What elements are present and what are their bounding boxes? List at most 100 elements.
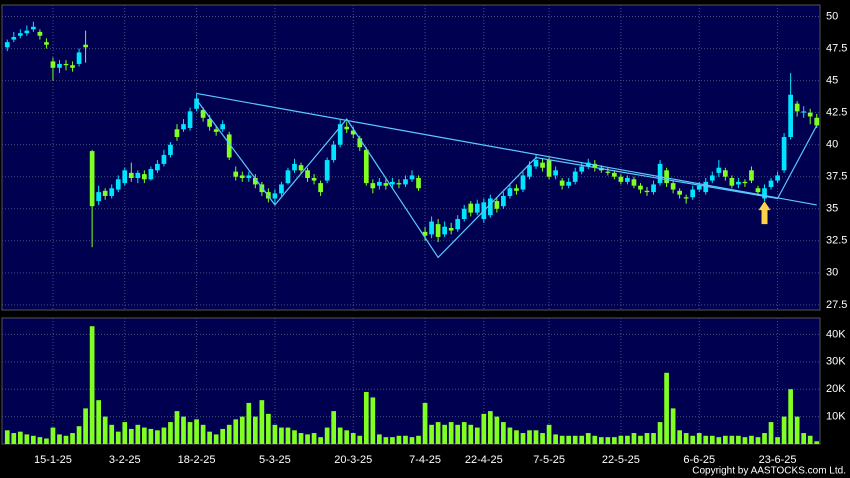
volume-bar <box>324 427 330 444</box>
volume-bar <box>494 416 500 444</box>
candle-body <box>396 183 402 185</box>
volume-bar <box>207 431 212 444</box>
volume-bar <box>89 326 95 444</box>
candle-body <box>96 192 102 202</box>
volume-bar <box>755 437 761 444</box>
candle-body <box>605 171 611 173</box>
y-tick-label: 30K <box>826 356 846 368</box>
candle-body <box>24 30 30 34</box>
volume-bar <box>801 433 807 444</box>
volume-bar <box>390 437 395 444</box>
candle-body <box>553 170 558 176</box>
candle-body <box>742 181 748 184</box>
trendline <box>196 92 817 206</box>
candle-body <box>664 170 669 184</box>
volume-bar <box>76 426 82 444</box>
volume-bar <box>461 422 467 444</box>
x-tick-label: 6-6-25 <box>683 454 715 466</box>
candle-body <box>494 201 500 209</box>
candle-body <box>788 94 793 137</box>
candle-body <box>690 189 696 198</box>
candle-body <box>775 175 780 181</box>
volume-bar <box>742 437 748 444</box>
candle-body <box>592 163 598 168</box>
candle-body <box>83 44 88 48</box>
candle-body <box>357 138 363 148</box>
volume-bar <box>305 434 310 444</box>
volume-bar <box>598 437 604 444</box>
candle-body <box>17 33 23 36</box>
candle-body <box>207 119 212 127</box>
volume-bar <box>155 430 160 444</box>
candle-body <box>429 221 434 235</box>
candle-body <box>644 190 650 193</box>
candle-body <box>768 180 774 187</box>
volume-bar <box>377 434 382 444</box>
candle-body <box>729 178 735 186</box>
volume-bar <box>50 427 56 444</box>
volume-bar <box>416 435 421 444</box>
candle-body <box>298 165 304 171</box>
volume-bar <box>350 433 356 444</box>
volume-bar <box>638 435 643 444</box>
candle-body <box>487 198 493 216</box>
arrow-marker <box>758 201 771 225</box>
volume-bar <box>553 434 558 444</box>
volume-bar <box>605 437 611 444</box>
candle-body <box>749 170 754 181</box>
volume-bar <box>749 435 754 444</box>
candle-body <box>252 178 258 185</box>
candle-body <box>350 130 356 135</box>
candle-body <box>657 163 663 184</box>
volume-bar <box>142 427 147 444</box>
x-tick-label: 7-4-25 <box>409 454 441 466</box>
candle-body <box>44 42 49 45</box>
volume-bar <box>194 419 199 444</box>
x-tick-label: 22-5-25 <box>602 454 640 466</box>
x-tick-label: 22-4-25 <box>465 454 503 466</box>
candle-body <box>239 175 245 179</box>
volume-bar <box>657 422 663 444</box>
volume-bar <box>357 435 363 444</box>
volume-bar <box>572 435 578 444</box>
volume-bar <box>135 424 141 444</box>
volume-bar <box>690 435 696 444</box>
volume-bar <box>83 408 88 444</box>
y-tick-label: 10K <box>826 411 846 423</box>
candle-body <box>435 224 441 237</box>
volume-bar <box>696 433 702 444</box>
candle-body <box>279 184 284 194</box>
volume-bar <box>722 435 728 444</box>
candle-body <box>722 170 728 177</box>
candle-body <box>377 181 382 186</box>
candle-body <box>115 179 121 190</box>
volume-bar <box>17 431 23 444</box>
volume-bar <box>168 422 173 444</box>
candle-body <box>736 181 741 185</box>
volume-bar <box>559 435 565 444</box>
volume-bar <box>226 424 232 444</box>
candle-body <box>31 26 36 30</box>
candle-body <box>507 188 513 196</box>
candle-body <box>76 52 82 64</box>
volume-bar <box>794 416 800 444</box>
candle-body <box>618 176 624 182</box>
volume-bar <box>252 416 258 444</box>
volume-bar <box>468 424 474 444</box>
volume-bar <box>96 400 102 444</box>
candle-body <box>814 117 820 126</box>
volume-bar <box>435 422 441 444</box>
candle-body <box>683 197 689 199</box>
candle-body <box>807 112 813 117</box>
volume-bar <box>442 424 447 444</box>
x-tick-label: 23-6-25 <box>759 454 797 466</box>
candle-body <box>213 129 219 132</box>
candle-body <box>762 188 767 199</box>
volume-bar <box>683 433 689 444</box>
trendline <box>196 99 818 259</box>
candle-body <box>220 124 226 130</box>
candle-body <box>527 165 532 177</box>
candle-body <box>696 185 702 190</box>
volume-bar <box>716 437 722 444</box>
candle-body <box>677 190 682 195</box>
